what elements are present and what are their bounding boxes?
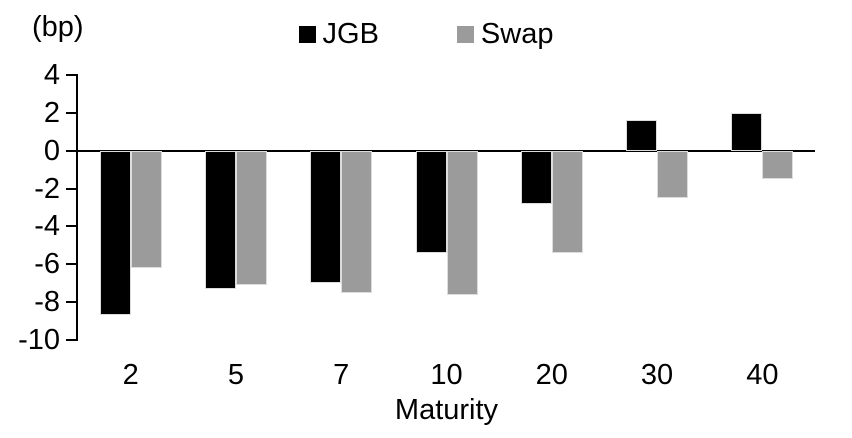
y-tick-label-4: 4 xyxy=(43,59,60,91)
y-tick-mark--6 xyxy=(66,263,76,266)
bar-jgb-5 xyxy=(204,150,236,289)
bar-swap-2 xyxy=(130,150,162,269)
legend-item-jgb: JGB xyxy=(298,18,379,51)
legend-swatch-jgb-icon xyxy=(298,26,316,43)
y-tick-label--2: -2 xyxy=(34,172,60,205)
y-tick-mark-0 xyxy=(66,149,76,152)
y-tick-label--10: -10 xyxy=(18,324,60,356)
legend-swatch-swap-icon xyxy=(456,26,474,43)
bar-jgb-20 xyxy=(520,150,552,204)
y-tick-label--8: -8 xyxy=(34,286,60,319)
y-tick-label-0: 0 xyxy=(43,134,60,167)
bar-swap-7 xyxy=(341,150,373,293)
bar-jgb-7 xyxy=(310,150,342,284)
y-tick-mark--10 xyxy=(66,339,76,341)
x-category-label-5: 5 xyxy=(227,359,244,391)
x-axis-title: Maturity xyxy=(394,394,499,426)
x-category-label-7: 7 xyxy=(333,359,350,391)
x-category-label-20: 20 xyxy=(535,359,568,391)
bar-jgb-40 xyxy=(731,112,763,151)
y-tick-label-2: 2 xyxy=(43,96,60,129)
x-category-label-2: 2 xyxy=(122,359,139,391)
bar-swap-20 xyxy=(551,150,583,253)
y-tick-mark--4 xyxy=(66,225,76,228)
y-axis-unit-label: (bp) xyxy=(32,11,84,43)
chart-legend: JGB Swap xyxy=(0,18,852,51)
x-category-label-30: 30 xyxy=(640,359,674,391)
bar-swap-40 xyxy=(762,150,794,180)
y-axis-line xyxy=(76,74,78,341)
bar-jgb-10 xyxy=(415,150,447,253)
x-category-label-40: 40 xyxy=(746,359,779,391)
bar-swap-30 xyxy=(657,150,689,199)
y-tick-mark-2 xyxy=(66,111,76,114)
x-category-label-10: 10 xyxy=(430,359,463,391)
y-tick-mark-4 xyxy=(66,74,76,76)
y-tick-label--4: -4 xyxy=(34,210,60,243)
y-tick-label--6: -6 xyxy=(34,248,60,281)
legend-label-jgb: JGB xyxy=(322,18,379,50)
legend-item-swap: Swap xyxy=(456,18,554,51)
bar-swap-5 xyxy=(235,150,267,286)
legend-label-swap: Swap xyxy=(480,18,554,50)
y-tick-mark--8 xyxy=(66,301,76,304)
y-tick-mark--2 xyxy=(66,187,76,190)
bar-swap-10 xyxy=(446,150,478,295)
bar-jgb-2 xyxy=(99,150,131,316)
bar-jgb-30 xyxy=(626,120,658,151)
